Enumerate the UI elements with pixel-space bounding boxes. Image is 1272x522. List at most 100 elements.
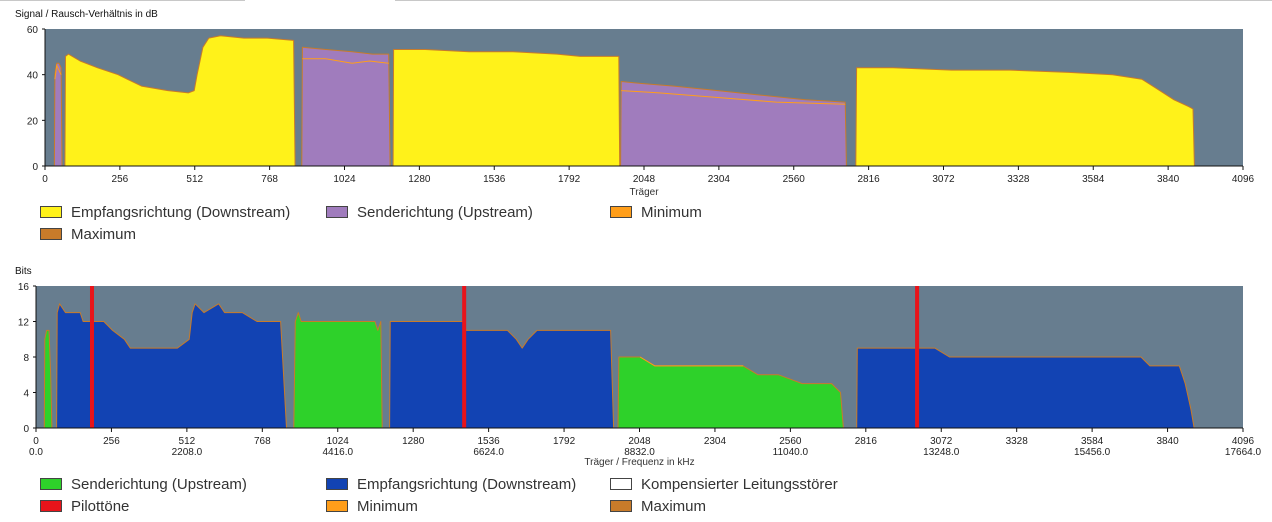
bits-legend: Senderichtung (Upstream) Empfangsrichtun… bbox=[40, 474, 940, 518]
bits-legend-compensated: Kompensierter Leitungsstörer bbox=[610, 474, 838, 494]
snr-minimum-line-2 bbox=[621, 90, 846, 105]
bits-x-tick-label-2: 512 bbox=[179, 436, 196, 447]
bits-freq-label-1: 2208.0 bbox=[172, 447, 203, 458]
bits-series-area-5 bbox=[856, 347, 1195, 429]
bits-series-area-2 bbox=[293, 312, 383, 429]
snr-legend-downstream-swatch bbox=[40, 206, 62, 218]
snr-x-tick-label-1: 256 bbox=[112, 174, 129, 185]
snr-legend-maximum-swatch bbox=[40, 228, 62, 240]
snr-y-tick-label-1: 20 bbox=[27, 116, 39, 127]
snr-series-area-5 bbox=[855, 67, 1195, 167]
snr-chart-title: Signal / Rausch-Verhältnis in dB bbox=[15, 9, 158, 20]
snr-x-tick-label-3: 768 bbox=[261, 174, 278, 185]
snr-legend-downstream-label: Empfangsrichtung (Downstream) bbox=[71, 203, 291, 221]
top-divider-right bbox=[395, 0, 1272, 1]
snr-x-tick-label-2: 512 bbox=[186, 174, 203, 185]
bits-y-tick-label-4: 16 bbox=[18, 282, 30, 293]
snr-legend-minimum: Minimum bbox=[610, 202, 702, 222]
bits-series-area-1 bbox=[56, 303, 287, 429]
snr-x-tick-label-0: 0 bbox=[42, 174, 48, 185]
snr-y-tick-label-3: 60 bbox=[27, 25, 39, 36]
bits-series-area-3 bbox=[389, 321, 615, 429]
snr-legend-minimum-swatch bbox=[610, 206, 632, 218]
bits-freq-label-5: 11040.0 bbox=[773, 447, 809, 458]
bits-freq-label-8: 17664.0 bbox=[1225, 447, 1262, 458]
bits-x-axis-label: Träger / Frequenz in kHz bbox=[584, 457, 694, 468]
snr-legend-minimum-label: Minimum bbox=[641, 203, 702, 221]
snr-x-tick-label-14: 3584 bbox=[1082, 174, 1105, 185]
snr-x-tick-label-16: 4096 bbox=[1232, 174, 1255, 185]
bits-x-tick-label-0: 0 bbox=[33, 436, 39, 447]
bits-legend-pilot-label: Pilottöne bbox=[71, 497, 130, 515]
bits-freq-label-0: 0.0 bbox=[29, 447, 43, 458]
snr-x-tick-label-6: 1536 bbox=[483, 174, 506, 185]
bits-series-area-4 bbox=[617, 356, 844, 429]
snr-legend-downstream: Empfangsrichtung (Downstream) bbox=[40, 202, 290, 222]
snr-minimum-line-0 bbox=[54, 63, 62, 80]
bits-x-tick-label-16: 4096 bbox=[1232, 436, 1255, 447]
snr-x-tick-label-11: 2816 bbox=[858, 174, 881, 185]
snr-legend: Empfangsrichtung (Downstream) Sendericht… bbox=[40, 202, 940, 246]
snr-x-tick-label-5: 1280 bbox=[408, 174, 431, 185]
bits-legend-upstream: Senderichtung (Upstream) bbox=[40, 474, 247, 494]
snr-legend-maximum-label: Maximum bbox=[71, 225, 137, 243]
snr-minimum-line-1 bbox=[302, 58, 389, 64]
snr-legend-upstream-label: Senderichtung (Upstream) bbox=[357, 203, 533, 221]
bits-y-tick-label-1: 4 bbox=[23, 389, 29, 400]
bits-x-tick-label-10: 2560 bbox=[779, 436, 802, 447]
snr-y-tick-label-0: 0 bbox=[32, 162, 38, 173]
bits-x-tick-label-9: 2304 bbox=[704, 436, 727, 447]
bits-y-tick-label-3: 12 bbox=[18, 318, 30, 329]
snr-legend-upstream-swatch bbox=[326, 206, 348, 218]
bits-legend-pilot-swatch bbox=[40, 500, 62, 512]
bits-x-tick-label-7: 1792 bbox=[553, 436, 576, 447]
bits-legend-minimum-label: Minimum bbox=[357, 497, 418, 515]
snr-x-tick-label-7: 1792 bbox=[558, 174, 581, 185]
bits-y-tick-label-0: 0 bbox=[23, 424, 29, 435]
bits-legend-maximum-label: Maximum bbox=[641, 497, 707, 515]
bits-x-tick-label-8: 2048 bbox=[628, 436, 651, 447]
snr-x-tick-label-15: 3840 bbox=[1157, 174, 1180, 185]
bits-x-tick-label-15: 3840 bbox=[1156, 436, 1179, 447]
bits-freq-label-4: 8832.0 bbox=[624, 447, 655, 458]
snr-x-tick-label-13: 3328 bbox=[1007, 174, 1030, 185]
bits-freq-label-3: 6624.0 bbox=[473, 447, 504, 458]
snr-x-tick-label-8: 2048 bbox=[633, 174, 656, 185]
snr-legend-upstream: Senderichtung (Upstream) bbox=[326, 202, 533, 222]
bits-x-tick-label-12: 3072 bbox=[930, 436, 953, 447]
top-divider bbox=[0, 0, 1272, 3]
bits-y-tick-label-2: 8 bbox=[23, 353, 29, 364]
snr-x-tick-label-9: 2304 bbox=[708, 174, 731, 185]
snr-x-tick-label-4: 1024 bbox=[333, 174, 356, 185]
bits-legend-pilot: Pilottöne bbox=[40, 496, 129, 516]
snr-legend-maximum: Maximum bbox=[40, 224, 136, 244]
bits-x-tick-label-1: 256 bbox=[103, 436, 120, 447]
snr-x-axis-label: Träger bbox=[629, 187, 659, 198]
bits-legend-compensated-label: Kompensierter Leitungsstörer bbox=[641, 475, 838, 493]
bits-legend-downstream-label: Empfangsrichtung (Downstream) bbox=[357, 475, 577, 493]
bits-x-tick-label-3: 768 bbox=[254, 436, 271, 447]
bits-chart: 0 4 8 12 16 0 256 512 768 1024 1280 1536 1792 2048 230… bbox=[18, 282, 1262, 468]
bits-legend-maximum-swatch bbox=[610, 500, 632, 512]
bits-chart-title: Bits bbox=[15, 266, 32, 277]
bits-legend-compensated-swatch bbox=[610, 478, 632, 490]
bits-legend-minimum: Minimum bbox=[326, 496, 418, 516]
bits-legend-upstream-label: Senderichtung (Upstream) bbox=[71, 475, 247, 493]
snr-series-area-0 bbox=[53, 62, 63, 167]
snr-chart: 0 20 40 60 0 256 512 768 1024 1280 1536 1792 2048 230… bbox=[27, 25, 1255, 198]
bits-legend-minimum-swatch bbox=[326, 500, 348, 512]
bits-legend-downstream: Empfangsrichtung (Downstream) bbox=[326, 474, 576, 494]
bits-x-tick-label-4: 1024 bbox=[327, 436, 350, 447]
bits-freq-label-2: 4416.0 bbox=[322, 447, 353, 458]
bits-legend-upstream-swatch bbox=[40, 478, 62, 490]
bits-minimum-line-0 bbox=[639, 356, 744, 367]
bits-legend-maximum: Maximum bbox=[610, 496, 706, 516]
snr-x-tick-label-12: 3072 bbox=[932, 174, 955, 185]
top-divider-left bbox=[0, 0, 245, 1]
bits-x-tick-label-5: 1280 bbox=[402, 436, 425, 447]
snr-series-area-2 bbox=[301, 46, 391, 167]
bits-legend-downstream-swatch bbox=[326, 478, 348, 490]
bits-x-tick-label-13: 3328 bbox=[1006, 436, 1029, 447]
bits-x-tick-label-14: 3584 bbox=[1081, 436, 1104, 447]
snr-series-area-1 bbox=[64, 35, 296, 167]
